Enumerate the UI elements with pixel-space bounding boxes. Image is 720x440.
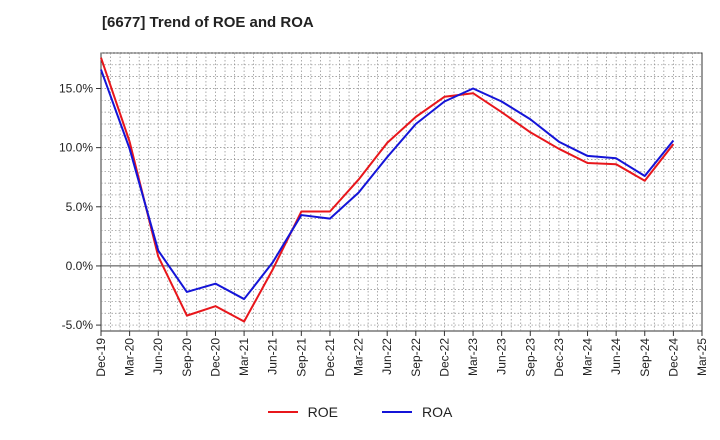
x-tick-label: Sep-20 xyxy=(180,338,194,377)
x-tick-label: Jun-22 xyxy=(380,338,394,375)
x-tick-label: Mar-22 xyxy=(352,338,366,376)
x-tick-label: Jun-21 xyxy=(266,338,280,375)
y-tick-label: 15.0% xyxy=(59,81,93,95)
x-tick-label: Mar-20 xyxy=(123,338,137,376)
legend-item-roa: ROA xyxy=(382,404,452,420)
y-tick-label: 10.0% xyxy=(59,141,93,155)
series-line-roa xyxy=(100,69,675,301)
x-tick-label: Sep-24 xyxy=(638,338,652,377)
x-tick-label: Dec-20 xyxy=(208,338,222,377)
x-tick-label: Jun-24 xyxy=(609,338,623,375)
y-tick-label: -5.0% xyxy=(62,318,94,332)
plot-area xyxy=(100,52,703,332)
x-tick-label: Mar-24 xyxy=(581,338,595,376)
legend-label-roa: ROA xyxy=(422,404,453,420)
x-tick-label: Dec-24 xyxy=(666,338,680,377)
legend-label-roe: ROE xyxy=(307,404,338,420)
legend: ROE ROA xyxy=(0,404,720,420)
x-tick-label: Jun-23 xyxy=(495,338,509,375)
legend-item-roe: ROE xyxy=(267,404,338,420)
x-tick-label: Mar-21 xyxy=(237,338,251,376)
y-tick-label: 5.0% xyxy=(66,200,94,214)
y-tick-label: 0.0% xyxy=(66,259,94,273)
x-tick-label: Dec-22 xyxy=(437,338,451,377)
x-tick-label: Sep-22 xyxy=(409,338,423,377)
x-tick-label: Dec-19 xyxy=(94,338,108,377)
series-lines xyxy=(100,57,675,323)
x-tick-label: Sep-23 xyxy=(523,338,537,377)
y-axis: -5.0% 0.0% 5.0% 10.0% 15.0% xyxy=(59,81,101,332)
x-tick-label: Mar-23 xyxy=(466,338,480,376)
legend-swatch-roe xyxy=(267,411,298,413)
x-tick-label: Jun-20 xyxy=(151,338,165,375)
legend-swatch-roa xyxy=(382,411,412,413)
x-tick-label: Dec-23 xyxy=(552,338,566,377)
x-tick-label: Mar-25 xyxy=(695,338,709,376)
x-tick-label: Dec-21 xyxy=(323,338,337,377)
series-line-roe xyxy=(100,57,675,323)
x-tick-label: Sep-21 xyxy=(294,338,308,377)
chart-title: [6677] Trend of ROE and ROA xyxy=(102,14,314,31)
gridlines xyxy=(101,52,702,331)
x-axis: Dec-19 Mar-20 Jun-20 Sep-20 Dec-20 Mar-21 Jun-… xyxy=(94,331,709,377)
